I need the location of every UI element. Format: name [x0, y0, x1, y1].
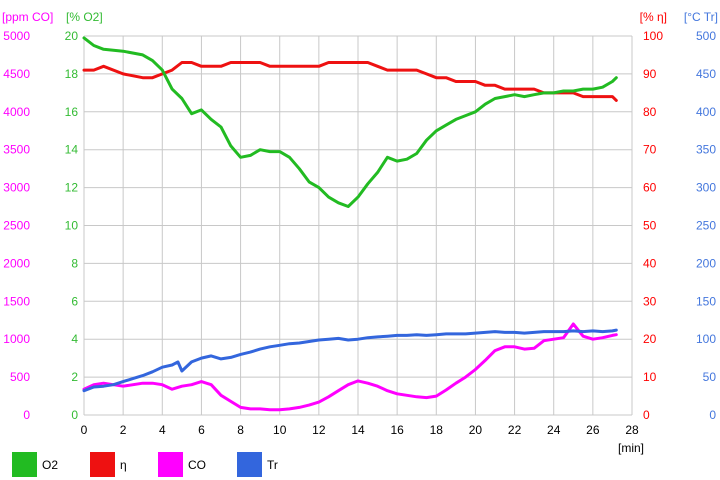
tr-tick-label: 0: [709, 408, 716, 422]
legend-label-tr: Tr: [267, 458, 278, 472]
co-tick-label: 0: [23, 408, 30, 422]
eta-tick-label: 100: [643, 29, 663, 43]
eta-tick-label: 20: [643, 332, 657, 346]
x-tick-label: 24: [547, 423, 561, 437]
eta-tick-label: 60: [643, 181, 657, 195]
co-tick-label: 500: [10, 370, 30, 384]
legend-label-co: CO: [188, 458, 206, 472]
tr-tick-label: 500: [696, 29, 716, 43]
x-tick-label: 8: [237, 423, 244, 437]
x-tick-label: 10: [273, 423, 287, 437]
legend-label-o2: O2: [42, 458, 58, 472]
tr-tick-label: 50: [703, 370, 717, 384]
o2-tick-label: 20: [65, 29, 79, 43]
x-tick-label: 12: [312, 423, 326, 437]
series-line-o2: [82, 36, 618, 208]
chart-grid: [83, 35, 633, 416]
co-tick-label: 1000: [3, 332, 30, 346]
x-tick-label: 22: [508, 423, 522, 437]
o2-tick-label: 18: [65, 67, 79, 81]
o2-tick-label: 0: [71, 408, 78, 422]
co-tick-label: 4500: [3, 67, 30, 81]
co-tick-label: 4000: [3, 105, 30, 119]
x-axis-unit-label: [min]: [618, 441, 644, 455]
x-tick-label: 2: [120, 423, 127, 437]
eta-tick-label: 80: [643, 105, 657, 119]
o2-tick-label: 6: [71, 294, 78, 308]
tr-tick-label: 150: [696, 294, 716, 308]
tr-tick-label: 350: [696, 143, 716, 157]
legend-swatch-eta: [90, 452, 115, 477]
co-tick-label: 1500: [3, 294, 30, 308]
eta-tick-label: 90: [643, 67, 657, 81]
co-tick-label: 2500: [3, 219, 30, 233]
x-tick-label: 4: [159, 423, 166, 437]
co-tick-label: 3500: [3, 143, 30, 157]
legend-swatch-o2: [12, 452, 37, 477]
legend-swatch-tr: [237, 452, 262, 477]
x-tick-label: 18: [430, 423, 444, 437]
x-tick-label: 28: [625, 423, 639, 437]
o2-tick-label: 10: [65, 219, 79, 233]
x-tick-label: 16: [390, 423, 404, 437]
series-lines: [82, 36, 618, 412]
x-tick-label: 14: [351, 423, 365, 437]
tr-tick-label: 200: [696, 256, 716, 270]
o2-tick-label: 12: [65, 181, 79, 195]
x-axis-ticks: 0 2 4 6 8 10 12 14 16 18 20 22 24 26 28: [81, 423, 639, 437]
tr-tick-label: 250: [696, 219, 716, 233]
eta-axis-ticks: 0 10 20 30 40 50 60 70 80 90 100: [643, 29, 663, 422]
co-tick-label: 2000: [3, 256, 30, 270]
eta-tick-label: 40: [643, 256, 657, 270]
legend-swatch-co: [158, 452, 183, 477]
tr-tick-label: 450: [696, 67, 716, 81]
x-tick-label: 6: [198, 423, 205, 437]
series-line-eta: [82, 61, 618, 102]
series-line-co: [82, 322, 618, 412]
chart-legend: O2 η CO Tr: [12, 452, 278, 477]
eta-tick-label: 70: [643, 143, 657, 157]
o2-tick-label: 2: [71, 370, 78, 384]
o2-tick-label: 4: [71, 332, 78, 346]
o2-tick-label: 14: [65, 143, 79, 157]
tr-tick-label: 300: [696, 181, 716, 195]
co-tick-label: 3000: [3, 181, 30, 195]
o2-axis-ticks: 0 2 4 6 8 10 12 14 16 18 20: [65, 29, 79, 422]
co-tick-label: 5000: [3, 29, 30, 43]
tr-axis-ticks: 0 50 100 150 200 250 300 350 400 450 500: [696, 29, 716, 422]
o2-tick-label: 8: [71, 256, 78, 270]
legend-label-eta: η: [120, 458, 127, 472]
tr-axis-title: [°C Tr]: [684, 10, 718, 24]
eta-tick-label: 30: [643, 294, 657, 308]
series-line-tr: [82, 328, 618, 393]
eta-axis-title: [% η]: [640, 10, 667, 24]
x-tick-label: 26: [586, 423, 600, 437]
tr-tick-label: 400: [696, 105, 716, 119]
o2-axis-title: [% O2]: [66, 10, 103, 24]
co-axis-ticks: 0 500 1000 1500 2000 2500 3000 3500 4000 4500 5000: [3, 29, 30, 422]
co-axis-title: [ppm CO]: [2, 10, 53, 24]
eta-tick-label: 10: [643, 370, 657, 384]
eta-tick-label: 50: [643, 219, 657, 233]
eta-tick-label: 0: [643, 408, 650, 422]
x-tick-label: 20: [469, 423, 483, 437]
o2-tick-label: 16: [65, 105, 79, 119]
tr-tick-label: 100: [696, 332, 716, 346]
x-tick-label: 0: [81, 423, 88, 437]
